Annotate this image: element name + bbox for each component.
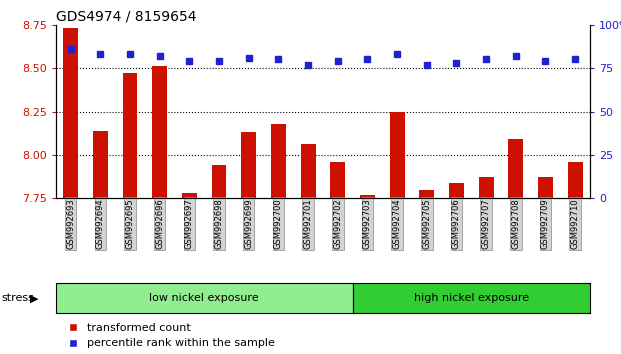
Text: stress: stress <box>1 293 34 303</box>
Bar <box>479 177 494 198</box>
Text: GSM992702: GSM992702 <box>333 198 342 249</box>
Bar <box>122 73 137 198</box>
Text: GSM992693: GSM992693 <box>66 198 75 249</box>
Bar <box>93 131 108 198</box>
Text: GDS4974 / 8159654: GDS4974 / 8159654 <box>56 10 196 24</box>
Bar <box>63 28 78 198</box>
Text: GSM992697: GSM992697 <box>185 198 194 249</box>
Bar <box>419 190 434 198</box>
Bar <box>389 112 404 198</box>
Text: ▶: ▶ <box>30 293 39 303</box>
Text: GSM992694: GSM992694 <box>96 198 105 249</box>
Text: GSM992703: GSM992703 <box>363 198 372 249</box>
Text: GSM992710: GSM992710 <box>571 198 579 249</box>
Legend: transformed count, percentile rank within the sample: transformed count, percentile rank withi… <box>61 323 275 348</box>
Text: GSM992699: GSM992699 <box>244 198 253 249</box>
Bar <box>301 144 315 198</box>
Text: GSM992705: GSM992705 <box>422 198 431 249</box>
Text: GSM992695: GSM992695 <box>125 198 135 249</box>
Text: GSM992701: GSM992701 <box>304 198 312 249</box>
Text: GSM992704: GSM992704 <box>392 198 402 249</box>
Bar <box>152 67 167 198</box>
Text: GSM992706: GSM992706 <box>452 198 461 249</box>
Text: high nickel exposure: high nickel exposure <box>414 293 529 303</box>
Text: low nickel exposure: low nickel exposure <box>150 293 259 303</box>
Text: GSM992698: GSM992698 <box>215 198 224 249</box>
Text: GSM992709: GSM992709 <box>541 198 550 249</box>
Bar <box>538 177 553 198</box>
Bar <box>330 162 345 198</box>
Bar <box>509 139 523 198</box>
Bar <box>271 124 286 198</box>
Bar <box>242 132 256 198</box>
Text: GSM992696: GSM992696 <box>155 198 164 249</box>
Bar <box>212 165 227 198</box>
Bar <box>182 193 197 198</box>
Bar <box>360 195 375 198</box>
Text: GSM992700: GSM992700 <box>274 198 283 249</box>
Bar <box>449 183 464 198</box>
Bar <box>568 162 582 198</box>
Text: GSM992707: GSM992707 <box>482 198 491 249</box>
Text: GSM992708: GSM992708 <box>511 198 520 249</box>
